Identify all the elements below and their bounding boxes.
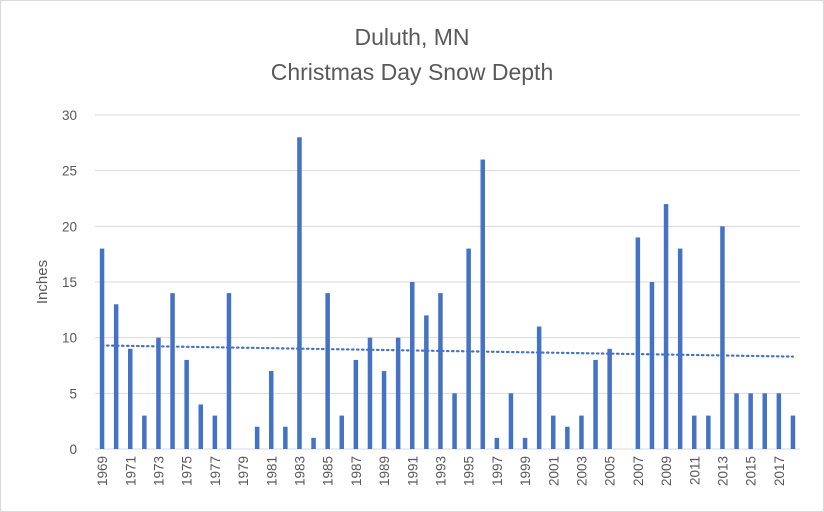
x-tick-label: 2013: [715, 456, 730, 486]
x-tick-label: 1997: [490, 456, 505, 486]
x-tick-label: 1993: [433, 456, 448, 486]
x-tick-label: 1973: [151, 456, 166, 486]
bar-1975: [184, 359, 189, 449]
bar-2003: [579, 415, 584, 449]
bar-2010: [677, 248, 683, 449]
x-tick-label: 1989: [377, 456, 392, 486]
x-tick-label: 1991: [405, 456, 420, 486]
gridlines: [95, 114, 800, 450]
x-tick-label: 1985: [321, 456, 336, 486]
bar-1981: [269, 371, 274, 449]
bar-1969: [99, 248, 105, 449]
bar-1991: [410, 282, 415, 449]
bar-1993: [438, 293, 443, 449]
y-tick-label: 0: [69, 442, 77, 457]
y-tick-label: 10: [62, 331, 77, 346]
bar-1994: [452, 393, 457, 449]
bar-2001: [551, 415, 556, 449]
x-tick-label: 2001: [546, 456, 561, 486]
bar-2013: [720, 226, 725, 449]
x-tick-label: 1999: [518, 456, 533, 486]
x-tick-label: 2009: [659, 456, 674, 486]
bar-1980: [254, 426, 260, 449]
x-tick-label: 1975: [180, 456, 195, 486]
bar-1986: [339, 415, 344, 449]
y-tick-label: 30: [62, 108, 77, 123]
bar-1985: [325, 293, 330, 449]
bar-2004: [593, 359, 598, 449]
bar-1990: [395, 337, 401, 449]
x-tick-label: 1981: [264, 456, 279, 486]
bar-1995: [466, 248, 471, 449]
y-axis-ticks: 0 5 10 15 20 25 30: [62, 108, 77, 457]
bar-1982: [283, 426, 288, 449]
x-tick-label: 2011: [687, 456, 702, 485]
bar-2018: [790, 415, 796, 449]
bar-1977: [212, 415, 218, 449]
bar-2014: [734, 393, 739, 449]
bar-1974: [170, 293, 175, 449]
bar-1973: [156, 337, 161, 449]
bar-1998: [508, 393, 514, 449]
bar-1999: [522, 437, 528, 449]
bar-series: [99, 137, 796, 450]
y-axis-title: Inches: [34, 260, 51, 304]
bar-2005: [607, 348, 612, 449]
x-axis-ticks: 1969 1971 1973 1975 1977 1979 1981 1983 1985 1987…: [95, 456, 787, 486]
bar-1978: [226, 293, 232, 449]
y-tick-label: 20: [62, 219, 77, 234]
x-tick-label: 1977: [208, 456, 223, 486]
bar-2017: [776, 393, 782, 449]
bar-1976: [198, 404, 203, 449]
bar-1983: [297, 137, 302, 449]
bar-1971: [128, 348, 133, 449]
bar-2012: [706, 415, 711, 449]
chart-subtitle: Christmas Day Snow Depth: [270, 59, 554, 85]
bar-1992: [424, 315, 429, 449]
bar-1970: [113, 304, 119, 449]
x-tick-label: 1969: [95, 456, 110, 486]
bar-1989: [381, 371, 387, 449]
chart-title: Duluth, MN: [354, 24, 470, 50]
bar-2002: [565, 426, 570, 449]
y-tick-label: 15: [62, 275, 77, 290]
bar-2007: [635, 237, 641, 449]
x-tick-label: 2005: [603, 456, 618, 486]
bar-1988: [367, 337, 373, 449]
bar-2015: [748, 393, 753, 449]
x-tick-label: 2015: [744, 456, 759, 486]
x-tick-label: 2003: [574, 456, 589, 486]
x-tick-label: 2007: [631, 456, 646, 486]
bar-1984: [311, 437, 316, 449]
bar-1997: [494, 437, 500, 449]
x-tick-label: 2017: [772, 456, 787, 486]
x-tick-label: 1987: [349, 456, 364, 486]
bar-2016: [762, 393, 767, 449]
x-tick-label: 1971: [123, 456, 138, 486]
bar-1972: [142, 415, 147, 449]
bar-1996: [480, 159, 485, 450]
y-tick-label: 25: [62, 164, 77, 179]
bar-2009: [663, 204, 669, 449]
bar-2000: [536, 326, 542, 449]
y-tick-label: 5: [69, 386, 77, 401]
trendline: [100, 344, 795, 358]
x-tick-label: 1983: [292, 456, 307, 486]
x-tick-label: 1979: [236, 456, 251, 486]
bar-2008: [649, 282, 655, 449]
x-tick-label: 1995: [462, 456, 477, 486]
bar-1987: [353, 359, 359, 449]
bar-2011: [692, 415, 697, 449]
